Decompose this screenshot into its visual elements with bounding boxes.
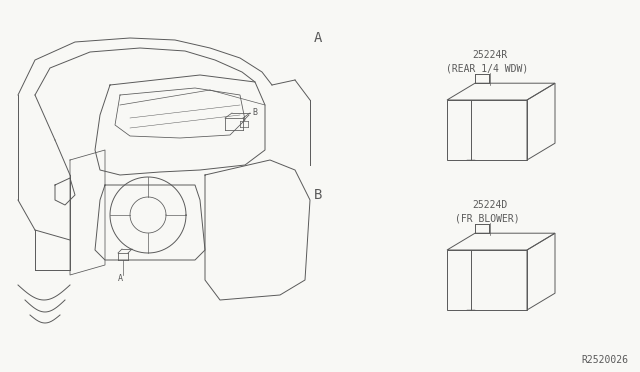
Text: (REAR 1/4 WDW): (REAR 1/4 WDW) [446, 63, 528, 73]
Text: A: A [118, 274, 123, 283]
Text: 25224R: 25224R [472, 50, 508, 60]
Text: A: A [314, 31, 322, 45]
Text: B: B [252, 108, 257, 116]
Text: (FR BLOWER): (FR BLOWER) [454, 213, 519, 223]
Text: B: B [314, 188, 322, 202]
Text: R2520026: R2520026 [581, 355, 628, 365]
Text: 25224D: 25224D [472, 200, 508, 210]
